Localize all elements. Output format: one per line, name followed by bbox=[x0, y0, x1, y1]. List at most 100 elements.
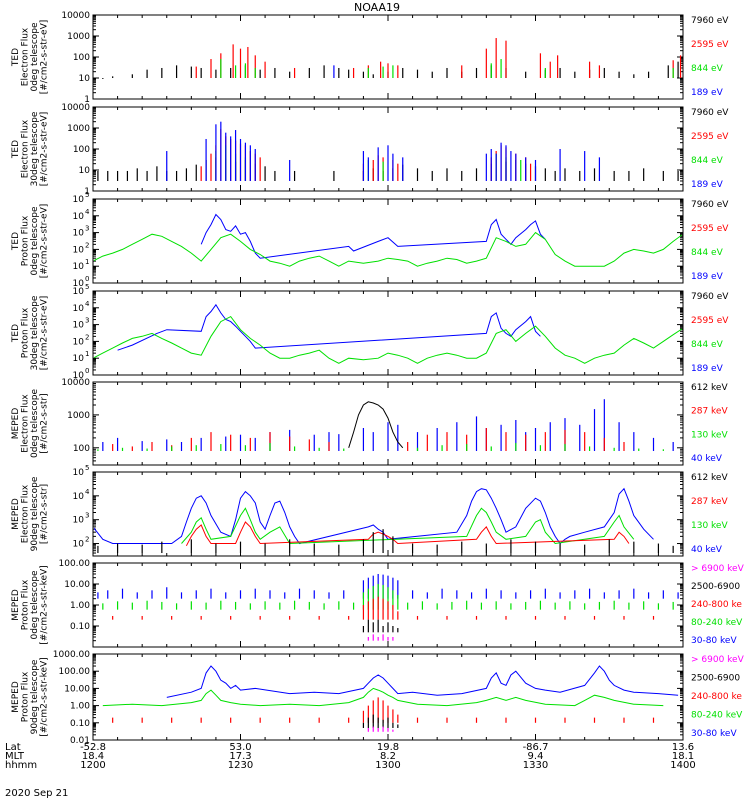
panel-1: 1 10 100 1000 10000 TED Electron Flux 0deg tele… bbox=[11, 11, 729, 105]
legend-entry: 130 keV bbox=[691, 521, 728, 531]
legend-entry: 189 eV bbox=[691, 364, 724, 374]
x-tick-mlt: 8.2 bbox=[380, 751, 396, 762]
y-tick-label: 10 bbox=[79, 74, 91, 84]
y-axis-label-line: Proton Flux bbox=[21, 307, 31, 358]
y-tick-label: 0.10 bbox=[70, 622, 90, 632]
y-tick-exponent: 2 bbox=[85, 333, 89, 341]
series-group bbox=[94, 303, 682, 364]
y-tick-label: 100 bbox=[73, 444, 90, 454]
legend-entry: 844 eV bbox=[691, 340, 724, 350]
y-axis-label-line: 90deg telescope bbox=[30, 659, 40, 734]
series-287-kev-line bbox=[185, 521, 630, 547]
legend-entry: 30-80 keV bbox=[691, 636, 737, 646]
legend-entry: 2595 eV bbox=[691, 316, 729, 326]
y-tick-label: 1.00 bbox=[70, 601, 90, 611]
y-tick-label: 1000 bbox=[67, 32, 90, 42]
y-axis-label-line: TED bbox=[11, 140, 21, 159]
y-axis-label-line: MEPED bbox=[11, 498, 21, 530]
y-axis-label-line: [#/cm2-s-str-eV] bbox=[40, 112, 50, 187]
legend-entry: 2500-6900 bbox=[691, 582, 740, 592]
y-axis-label: MEPED Electron Flux 0deg telescope [#/cm2-s… bbox=[11, 389, 50, 459]
series-80-240-kev-line bbox=[102, 687, 664, 707]
y-tick-exponent: 1 bbox=[85, 350, 89, 358]
y-tick-exponent: 4 bbox=[85, 300, 90, 308]
x-tick-hhmm: 1200 bbox=[80, 760, 105, 771]
y-tick-label: 10 bbox=[73, 468, 85, 478]
y-axis-label-line: [#/cm2-s-str-eV] bbox=[40, 296, 50, 371]
y-axis-label-line: Electron Flux bbox=[21, 27, 31, 86]
y-tick-exponent: 2 bbox=[85, 241, 89, 249]
legend-entry: > 6900 keV bbox=[691, 564, 745, 574]
y-tick-label: 10 bbox=[73, 262, 85, 272]
series-30-80-kev-line bbox=[166, 665, 679, 698]
y-axis-label: TED Proton Flux 30deg telescope [#/cm2-s-st… bbox=[11, 295, 50, 370]
series-group bbox=[97, 573, 679, 641]
y-tick-exponent: 5 bbox=[85, 283, 89, 291]
y-axis-label-line: [#/cm2-s-str-keV] bbox=[40, 565, 50, 644]
legend-entry: 40 keV bbox=[691, 545, 723, 555]
y-axis-label-line: TED bbox=[11, 48, 21, 67]
legend-entry: 80-240 keV bbox=[691, 711, 743, 721]
x-tick-hhmm: 1400 bbox=[670, 760, 695, 771]
y-axis-label-line: MEPED bbox=[11, 681, 21, 713]
y-tick-label: 10 bbox=[73, 287, 85, 297]
y-tick-label: 10 bbox=[73, 195, 85, 205]
y-tick-exponent: 3 bbox=[85, 317, 89, 325]
legend-entry: 7960 eV bbox=[691, 108, 729, 118]
legend-entry: 130 keV bbox=[691, 430, 728, 440]
y-axis-label: TED Proton Flux 0deg telescope [#/cm2-s-str… bbox=[11, 204, 50, 279]
y-tick-label: 10 bbox=[73, 321, 85, 331]
legend-entry: 844 eV bbox=[691, 156, 724, 166]
panel-frame bbox=[92, 290, 684, 376]
y-tick-label: 10 bbox=[73, 279, 85, 289]
y-axis-label-line: Proton Flux bbox=[21, 215, 31, 266]
series-group bbox=[97, 399, 674, 451]
y-tick-label: 10 bbox=[73, 212, 85, 222]
x-row-label: Lat bbox=[5, 742, 21, 753]
y-tick-label: 10 bbox=[73, 304, 85, 314]
legend-entry: 40 keV bbox=[691, 454, 723, 464]
y-tick-exponent: 0 bbox=[85, 367, 89, 375]
x-row-label: hhmm bbox=[5, 760, 37, 771]
y-tick-label: 10 bbox=[73, 337, 85, 347]
y-tick-exponent: 5 bbox=[85, 191, 89, 199]
y-tick-label: 10 bbox=[73, 245, 85, 255]
y-tick-label: 1000.00 bbox=[53, 650, 90, 660]
y-axis-label-line: TED bbox=[11, 324, 21, 343]
y-axis-label-line: Proton Flux bbox=[21, 579, 31, 630]
legend-entry: 2595 eV bbox=[691, 224, 729, 234]
y-tick-label: 10.00 bbox=[64, 580, 90, 590]
y-tick-exponent: 5 bbox=[85, 464, 89, 472]
y-tick-label: 10 bbox=[73, 540, 85, 550]
y-tick-label: 10000 bbox=[61, 103, 90, 113]
legend-entry: 7960 eV bbox=[691, 292, 729, 302]
y-tick-label: 10.00 bbox=[64, 684, 90, 694]
y-axis-label-line: 30deg telescope bbox=[30, 295, 40, 370]
legend-entry: 612 keV bbox=[691, 473, 728, 483]
y-tick-label: 1 bbox=[84, 95, 90, 105]
y-tick-exponent: 4 bbox=[85, 488, 90, 496]
y-tick-label: 10000 bbox=[61, 11, 90, 21]
x-tick-hhmm: 1300 bbox=[375, 760, 400, 771]
y-axis-label-line: [#/cm2-s-str] bbox=[40, 393, 50, 453]
figure-title: NOAA19 bbox=[354, 1, 400, 14]
series-844-ev-line bbox=[94, 231, 682, 267]
x-tick-hhmm: 1330 bbox=[523, 760, 548, 771]
x-tick-mlt: 17.3 bbox=[229, 751, 251, 762]
y-tick-label: 1000 bbox=[67, 411, 90, 421]
y-tick-exponent: 2 bbox=[85, 536, 89, 544]
x-tick-lat: 19.8 bbox=[377, 742, 399, 753]
x-tick-lat: -86.7 bbox=[523, 742, 549, 753]
series-group bbox=[94, 487, 674, 554]
y-axis-label-line: [#/cm2-s-str-eV] bbox=[40, 20, 50, 95]
panel-frame bbox=[92, 14, 684, 100]
y-axis-label-line: 0deg telescope bbox=[30, 570, 40, 640]
series-189-ev-line bbox=[200, 213, 546, 259]
y-axis-label-line: 0deg telescope bbox=[30, 22, 40, 92]
y-axis-label-line: 30deg telescope bbox=[30, 111, 40, 186]
